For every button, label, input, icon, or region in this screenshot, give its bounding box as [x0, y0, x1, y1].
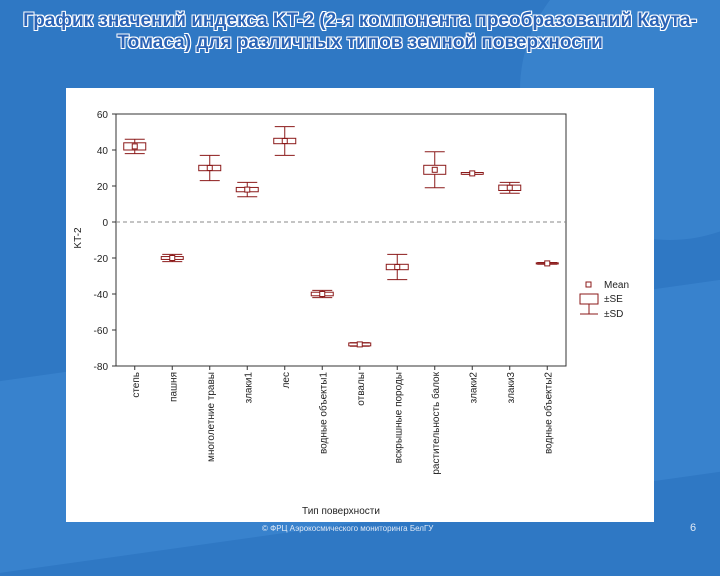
x-tick-label: злаки3: [506, 372, 517, 404]
x-tick-label: вскрышные породы: [393, 372, 404, 463]
chart-panel: 60 40 20 0 -20 -40 -60 -80 степь пашня многолетни…: [66, 88, 654, 522]
legend-mean-swatch: [585, 281, 592, 288]
x-tick-label: водные объекты2: [542, 372, 554, 454]
x-axis-ticks: степь пашня многолетние травы злаки1 лес водн…: [131, 366, 554, 475]
y-axis-ticks: 60 40 20 0 -20 -40 -60 -80: [94, 110, 116, 373]
y-tick-label: 20: [97, 182, 109, 193]
legend-se-swatch: [579, 293, 599, 305]
data-group: [310, 289, 334, 299]
data-group: [423, 151, 447, 189]
legend-entry: Mean: [604, 280, 629, 291]
data-group: [498, 181, 522, 194]
data-group: [385, 253, 409, 281]
plot-frame: [115, 113, 567, 367]
mean-marker: [431, 166, 438, 173]
chart: 60 40 20 0 -20 -40 -60 -80 степь пашня многолетни…: [73, 110, 629, 517]
data-group: [273, 126, 297, 156]
mean-marker: [319, 291, 326, 297]
slide-title: График значений индекса KT-2 (2-я компон…: [23, 10, 697, 53]
y-axis-label: KT-2: [73, 227, 84, 249]
mean-marker: [544, 260, 551, 267]
data-marks: [123, 126, 559, 348]
legend-entry: ±SD: [604, 309, 623, 320]
data-group: [198, 154, 222, 182]
x-tick-label: злаки1: [243, 372, 254, 404]
mean-marker: [131, 143, 138, 150]
mean-marker: [169, 255, 176, 261]
data-group: [535, 260, 559, 267]
x-tick-label: злаки2: [468, 372, 479, 404]
mean-marker: [244, 186, 251, 193]
x-tick-label: растительность балок: [430, 371, 442, 474]
y-tick-label: -40: [94, 290, 109, 301]
mean-marker: [281, 138, 288, 144]
legend: Mean ±SE ±SD: [579, 280, 629, 320]
footer-copyright: © ФРЦ Аэрокосмического мониторинга БелГУ: [262, 524, 434, 533]
x-tick-label: отвалы: [356, 372, 367, 406]
legend-entry: ±SE: [604, 294, 623, 305]
data-group: [460, 170, 484, 177]
mean-marker: [206, 165, 213, 171]
x-tick-label: лес: [281, 372, 292, 388]
y-tick-label: 60: [97, 110, 109, 121]
data-group: [160, 253, 184, 263]
page-number: 6: [690, 522, 697, 534]
data-group: [348, 341, 372, 348]
y-tick-label: 40: [97, 146, 109, 157]
y-tick-label: -20: [94, 254, 109, 265]
plot-area: [115, 113, 567, 367]
x-axis-label: Тип поверхности: [302, 506, 380, 517]
x-tick-label: водные объекты1: [317, 372, 329, 454]
data-group: [123, 138, 147, 155]
y-tick-label: 0: [102, 218, 108, 229]
x-tick-label: степь: [131, 372, 142, 398]
mean-marker: [469, 170, 476, 177]
y-tick-label: -80: [94, 362, 109, 373]
x-tick-label: пашня: [168, 372, 179, 402]
y-tick-label: -60: [94, 326, 109, 337]
x-tick-label: многолетние травы: [206, 372, 217, 462]
data-group: [235, 181, 259, 198]
mean-marker: [356, 341, 363, 348]
mean-marker: [394, 264, 401, 270]
mean-marker: [506, 184, 513, 191]
